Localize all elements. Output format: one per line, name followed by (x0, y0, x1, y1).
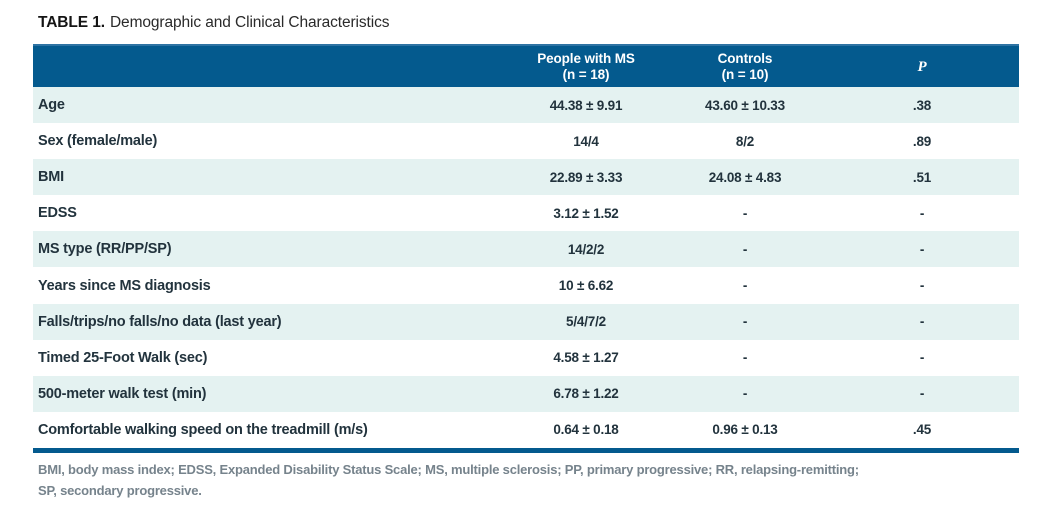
table-row-comfortable-walking-speed: Comfortable walking speed on the treadmi… (33, 411, 1019, 448)
controls-value: - (742, 314, 748, 330)
ms-value: 3.12 ± 1.52 (553, 205, 619, 221)
controls-value: - (742, 241, 748, 257)
header-controls-n: (n = 10) (721, 66, 769, 82)
row-label: BMI (38, 169, 64, 186)
row-label: Timed 25-Foot Walk (sec) (38, 349, 208, 366)
header-p-value: P (917, 58, 927, 75)
controls-value: 43.60 ± 10.33 (705, 97, 785, 113)
footnote-line-1: BMI, body mass index; EDSS, Expanded Dis… (38, 462, 859, 477)
controls-value: - (742, 205, 748, 221)
row-label: Comfortable walking speed on the treadmi… (38, 421, 368, 438)
table-title: TABLE 1. Demographic and Clinical Charact… (38, 14, 389, 32)
ms-value: 4.58 ± 1.27 (553, 350, 619, 366)
ms-value: 0.64 ± 0.18 (553, 422, 619, 438)
table-row-years-since-diagnosis: Years since MS diagnosis 10 ± 6.62 - - (33, 267, 1019, 304)
table-row-bmi: BMI 22.89 ± 3.33 24.08 ± 4.83 .51 (33, 159, 1019, 196)
ms-value: 44.38 ± 9.91 (549, 97, 623, 113)
p-value: - (919, 278, 925, 294)
demographics-table: People with MS (n = 18) Controls (n = 10… (33, 44, 1019, 453)
table-row-sex: Sex (female/male) 14/4 8/2 .89 (33, 123, 1019, 160)
row-label: MS type (RR/PP/SP) (38, 241, 172, 258)
ms-value: 14/2/2 (567, 241, 605, 257)
p-value: - (919, 314, 925, 330)
controls-value: - (742, 386, 748, 402)
header-controls-label: Controls (717, 50, 773, 66)
table-bottom-rule (33, 447, 1019, 453)
row-label: Years since MS diagnosis (38, 277, 211, 294)
p-value: .51 (912, 169, 932, 185)
row-label: Sex (female/male) (38, 133, 158, 150)
row-label: EDSS (38, 205, 77, 222)
table-number-label: TABLE 1. (38, 14, 105, 31)
table-header-row: People with MS (n = 18) Controls (n = 10… (33, 44, 1019, 87)
ms-value: 5/4/7/2 (566, 314, 606, 330)
table-body: Age 44.38 ± 9.91 43.60 ± 10.33 .38 Sex (… (33, 87, 1019, 448)
p-value: - (919, 241, 925, 257)
controls-value: 24.08 ± 4.83 (708, 169, 782, 185)
p-value: .45 (912, 422, 932, 438)
row-label: 500-meter walk test (min) (38, 385, 207, 402)
row-label: Falls/trips/no falls/no data (last year) (38, 313, 282, 330)
table-row-edss: EDSS 3.12 ± 1.52 - - (33, 195, 1019, 232)
table-row-timed-25-foot-walk: Timed 25-Foot Walk (sec) 4.58 ± 1.27 - - (33, 339, 1019, 376)
controls-value: 0.96 ± 0.13 (712, 422, 778, 438)
p-value: - (919, 386, 925, 402)
ms-value: 10 ± 6.62 (558, 278, 614, 294)
table-title-text: Demographic and Clinical Characteristics (109, 14, 390, 31)
header-people-with-ms-label: People with MS (537, 50, 635, 66)
p-value: .89 (912, 133, 932, 149)
ms-value: 22.89 ± 3.33 (549, 169, 623, 185)
header-controls: Controls (n = 10) (665, 51, 825, 83)
header-people-with-ms-n: (n = 18) (562, 66, 610, 82)
header-people-with-ms: People with MS (n = 18) (507, 51, 665, 83)
p-value: .38 (912, 97, 932, 113)
p-value: - (919, 205, 925, 221)
controls-value: - (742, 278, 748, 294)
controls-value: - (742, 350, 748, 366)
table-row-falls: Falls/trips/no falls/no data (last year)… (33, 303, 1019, 340)
table-row-ms-type: MS type (RR/PP/SP) 14/2/2 - - (33, 231, 1019, 268)
table-row-age: Age 44.38 ± 9.91 43.60 ± 10.33 .38 (33, 87, 1019, 124)
controls-value: 8/2 (735, 133, 755, 149)
p-value: - (919, 350, 925, 366)
footnote-line-2: SP, secondary progressive. (38, 483, 202, 498)
ms-value: 14/4 (573, 133, 599, 149)
ms-value: 6.78 ± 1.22 (553, 386, 619, 402)
table-row-500-meter-walk-test: 500-meter walk test (min) 6.78 ± 1.22 - … (33, 375, 1019, 412)
row-label: Age (38, 97, 65, 114)
table-footnote: BMI, body mass index; EDSS, Expanded Dis… (38, 459, 859, 501)
